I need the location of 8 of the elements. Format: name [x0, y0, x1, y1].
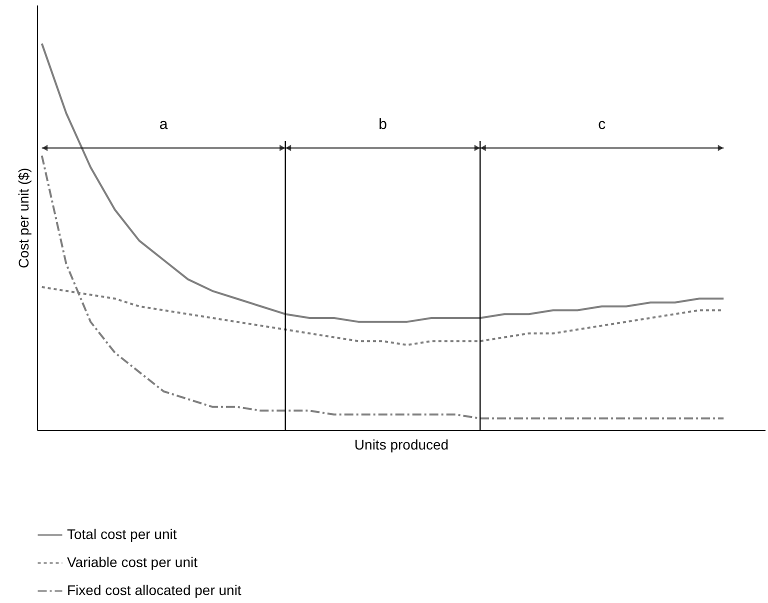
- y-axis-title: Cost per unit ($): [16, 168, 32, 268]
- annotation: a: [159, 116, 168, 133]
- legend-label: Variable cost per unit: [67, 554, 198, 570]
- legend-label: Total cost per unit: [67, 526, 177, 542]
- annotation: b: [378, 116, 387, 133]
- x-axis-title: Units produced: [354, 436, 449, 452]
- legend-label: Fixed cost allocated per unit: [67, 582, 242, 598]
- annotation: c: [598, 116, 606, 133]
